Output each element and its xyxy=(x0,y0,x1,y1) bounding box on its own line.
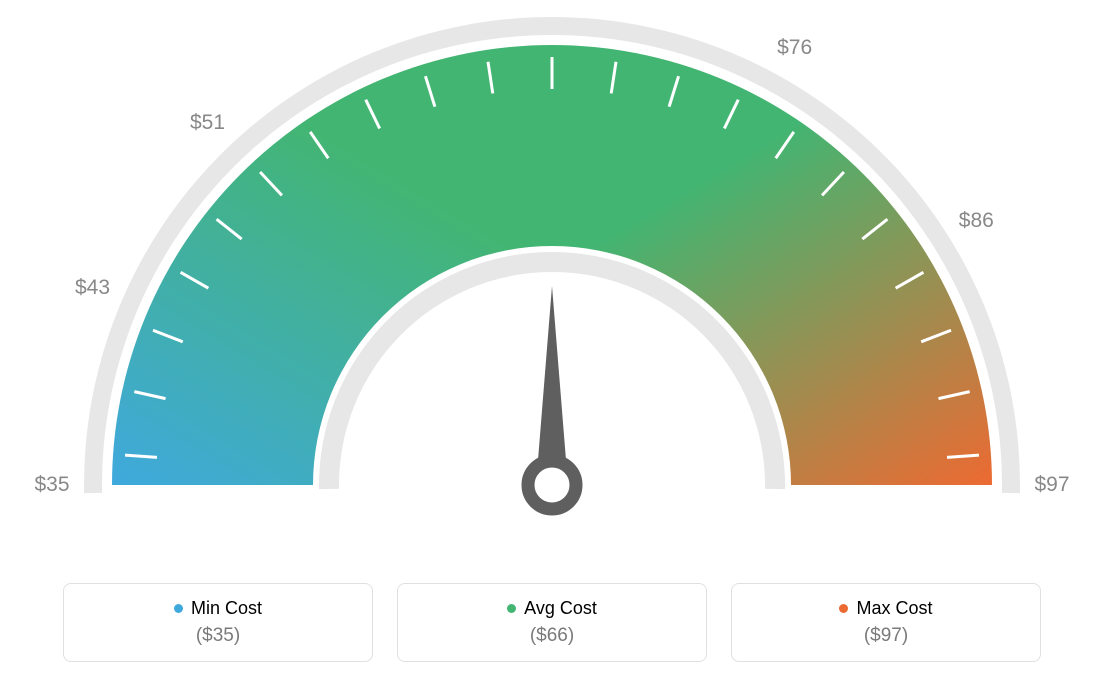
legend-value-max: ($97) xyxy=(750,625,1022,647)
legend-row: Min Cost ($35) Avg Cost ($66) Max Cost (… xyxy=(0,583,1104,662)
gauge-tick-label: $51 xyxy=(190,111,225,135)
legend-card-max: Max Cost ($97) xyxy=(731,583,1041,662)
legend-title-avg: Avg Cost xyxy=(416,598,688,619)
legend-label-avg: Avg Cost xyxy=(524,598,597,619)
legend-card-min: Min Cost ($35) xyxy=(63,583,373,662)
legend-label-min: Min Cost xyxy=(191,598,262,619)
gauge-tick-label: $43 xyxy=(75,276,110,300)
legend-value-min: ($35) xyxy=(82,625,354,647)
legend-dot-min xyxy=(174,604,183,613)
cost-gauge-chart: $35$43$51$66$76$86$97 Min Cost ($35) Avg… xyxy=(0,0,1104,690)
legend-title-max: Max Cost xyxy=(750,598,1022,619)
legend-dot-max xyxy=(839,604,848,613)
gauge-tick-label: $76 xyxy=(777,36,812,60)
legend-value-avg: ($66) xyxy=(416,625,688,647)
gauge-tick-label: $97 xyxy=(1034,473,1069,497)
legend-label-max: Max Cost xyxy=(856,598,932,619)
legend-title-min: Min Cost xyxy=(82,598,354,619)
legend-card-avg: Avg Cost ($66) xyxy=(397,583,707,662)
gauge-area: $35$43$51$66$76$86$97 xyxy=(0,0,1104,560)
legend-dot-avg xyxy=(507,604,516,613)
gauge-tick-label: $86 xyxy=(959,209,994,233)
gauge-svg xyxy=(0,0,1104,560)
gauge-tick-label: $35 xyxy=(34,473,69,497)
